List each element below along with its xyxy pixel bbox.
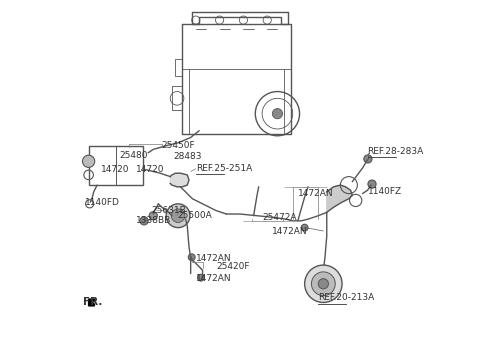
Circle shape — [272, 108, 283, 119]
Circle shape — [166, 204, 190, 228]
Text: 1140FZ: 1140FZ — [368, 187, 402, 197]
Circle shape — [83, 155, 95, 167]
Polygon shape — [170, 173, 189, 187]
Text: 25472A: 25472A — [262, 213, 297, 222]
Bar — [89, 146, 143, 185]
Text: 25480: 25480 — [119, 151, 148, 160]
Circle shape — [301, 224, 308, 231]
Polygon shape — [327, 185, 352, 212]
Text: 1472AN: 1472AN — [272, 226, 308, 236]
Circle shape — [305, 265, 342, 303]
Text: REF.25-251A: REF.25-251A — [196, 164, 252, 173]
Text: 1472AN: 1472AN — [196, 274, 231, 283]
Text: 25631B: 25631B — [152, 206, 186, 215]
Circle shape — [312, 272, 335, 296]
Circle shape — [140, 217, 148, 225]
Text: 1338BB: 1338BB — [136, 216, 171, 225]
Text: REF.28-283A: REF.28-283A — [368, 146, 424, 156]
Text: 25450F: 25450F — [162, 141, 195, 151]
Text: REF.20-213A: REF.20-213A — [318, 293, 374, 302]
Circle shape — [171, 209, 185, 223]
Text: 25420F: 25420F — [216, 262, 250, 271]
Text: 1472AN: 1472AN — [196, 254, 231, 263]
Text: 1140FD: 1140FD — [85, 198, 120, 206]
Polygon shape — [89, 299, 95, 306]
Circle shape — [318, 279, 328, 289]
Text: 25500A: 25500A — [177, 211, 212, 220]
Text: FR.: FR. — [84, 297, 103, 307]
Text: 28483: 28483 — [174, 152, 202, 161]
Circle shape — [188, 254, 195, 261]
Text: 14720: 14720 — [100, 165, 129, 174]
Circle shape — [364, 155, 372, 163]
Circle shape — [368, 180, 376, 188]
Text: 1472AN: 1472AN — [298, 189, 334, 198]
Text: 14720: 14720 — [136, 165, 165, 174]
Circle shape — [197, 274, 204, 281]
Circle shape — [149, 212, 157, 220]
